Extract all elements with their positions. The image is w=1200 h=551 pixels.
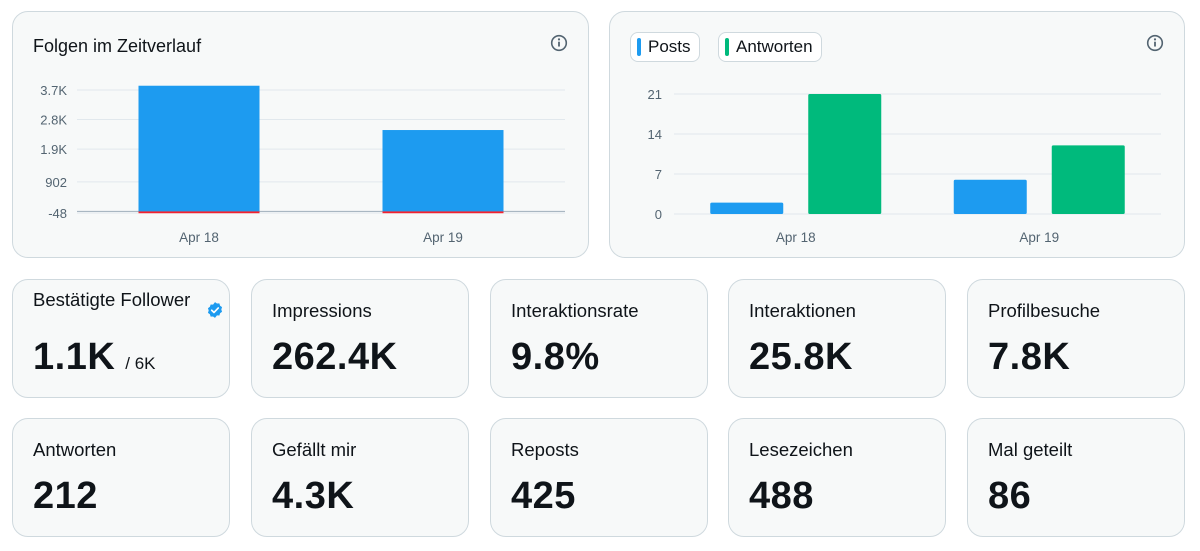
stat-card-verified-followers[interactable]: Bestätigte Follower 1.1K / 6K	[12, 279, 230, 398]
stat-label: Antworten	[33, 439, 117, 460]
stat-label: Profilbesuche	[988, 300, 1101, 321]
stat-card-bookmarks[interactable]: Lesezeichen 488	[728, 418, 946, 537]
y-tick-label: 21	[648, 87, 662, 102]
stat-value: 9.8%	[511, 336, 600, 378]
legend-label: Posts	[648, 37, 691, 56]
stat-label: Lesezeichen	[749, 439, 853, 460]
verified-badge-icon	[207, 302, 223, 318]
stat-label: Interaktionsrate	[511, 300, 639, 321]
stat-card-replies[interactable]: Antworten 212	[12, 418, 230, 537]
y-tick-label: 2.8K	[40, 113, 67, 128]
y-tick-label: 902	[45, 175, 67, 190]
x-tick-label: Apr 18	[776, 230, 816, 245]
stat-label: Reposts	[511, 439, 579, 460]
stat-value: 7.8K	[988, 336, 1071, 378]
y-tick-label: -48	[48, 206, 67, 221]
stat-label: Gefällt mir	[272, 439, 357, 460]
stat-value: 1.1K / 6K	[33, 336, 156, 379]
legend-swatch-posts	[637, 38, 641, 56]
follows-chart-card: Folgen im Zeitverlauf -48 902 1.9K 2.8K 3.7K…	[12, 11, 589, 258]
x-tick-label: Apr 18	[179, 230, 219, 245]
bar-follows	[382, 130, 504, 212]
y-tick-label: 1.9K	[40, 142, 67, 157]
bar-posts	[710, 202, 784, 214]
y-tick-label: 7	[655, 167, 662, 182]
info-icon[interactable]	[1146, 34, 1164, 52]
x-tick-label: Apr 19	[423, 230, 463, 245]
stat-label: Bestätigte Follower	[33, 289, 191, 310]
stat-value: 4.3K	[272, 475, 355, 517]
stat-value: 262.4K	[272, 336, 398, 378]
stat-label: Interaktionen	[749, 300, 856, 321]
stat-card-impressions[interactable]: Impressions 262.4K	[251, 279, 469, 398]
posts-bar-chart: 0 7 14 21 Apr 18 Apr 19	[648, 87, 1161, 245]
stat-label: Mal geteilt	[988, 439, 1073, 460]
x-tick-label: Apr 19	[1019, 230, 1059, 245]
bar-replies	[808, 94, 882, 214]
bar-unfollows	[138, 211, 260, 214]
stat-value-total: / 6K	[125, 354, 156, 373]
stat-value: 425	[511, 475, 576, 517]
bar-posts	[953, 179, 1027, 214]
stat-value: 488	[749, 475, 814, 517]
legend-replies[interactable]: Antworten	[718, 32, 822, 62]
stat-value: 212	[33, 475, 98, 517]
y-tick-label: 0	[655, 207, 662, 222]
bar-unfollows	[382, 211, 504, 214]
stat-value: 25.8K	[749, 336, 853, 378]
chart-title: Folgen im Zeitverlauf	[33, 36, 202, 56]
legend-posts[interactable]: Posts	[630, 32, 700, 62]
legend-swatch-replies	[725, 38, 729, 56]
stat-value-number: 1.1K	[33, 336, 116, 378]
stat-card-engagement-rate[interactable]: Interaktionsrate 9.8%	[490, 279, 708, 398]
stat-card-likes[interactable]: Gefällt mir 4.3K	[251, 418, 469, 537]
stat-card-shares[interactable]: Mal geteilt 86	[967, 418, 1185, 537]
follows-bar-chart: -48 902 1.9K 2.8K 3.7K Apr 18 Apr 19	[40, 83, 565, 245]
stat-card-engagements[interactable]: Interaktionen 25.8K	[728, 279, 946, 398]
posts-chart-card: Posts Antworten 0 7 14 21 Apr 18 Apr 19	[609, 11, 1185, 258]
stat-value: 86	[988, 475, 1032, 517]
bar-follows	[138, 85, 260, 212]
legend-label: Antworten	[736, 37, 813, 56]
y-tick-label: 3.7K	[40, 83, 67, 98]
bar-replies	[1051, 145, 1125, 214]
stat-card-reposts[interactable]: Reposts 425	[490, 418, 708, 537]
stat-label: Impressions	[272, 300, 372, 321]
stat-card-profile-visits[interactable]: Profilbesuche 7.8K	[967, 279, 1185, 398]
y-tick-label: 14	[648, 127, 662, 142]
info-icon[interactable]	[550, 34, 568, 52]
